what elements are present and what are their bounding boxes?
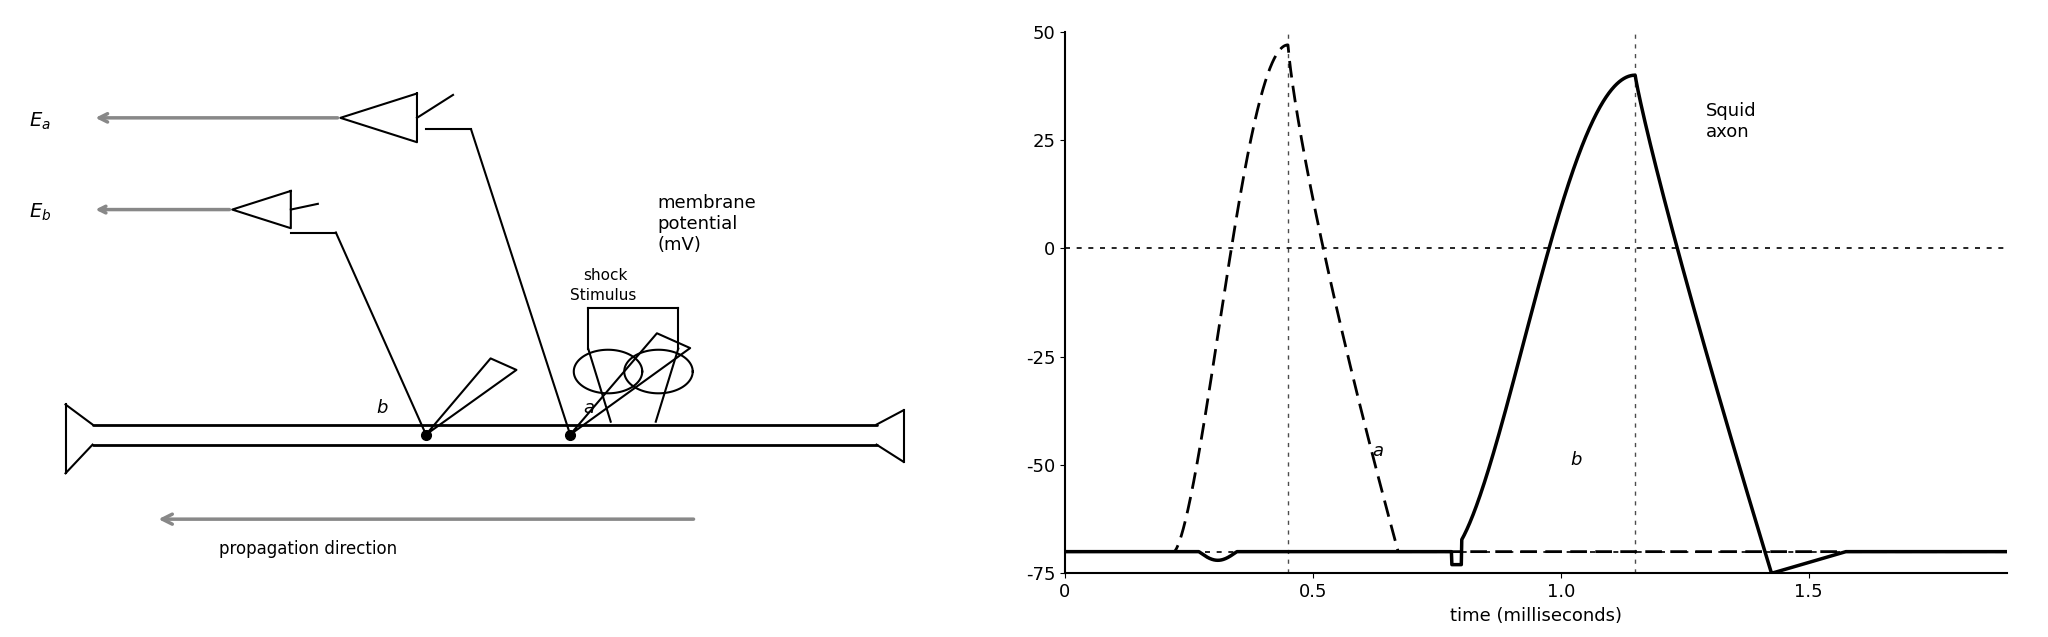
Text: a: a: [1372, 442, 1382, 461]
Text: Stimulus: Stimulus: [569, 288, 637, 303]
Text: $E_b$: $E_b$: [29, 202, 51, 224]
Text: a: a: [584, 399, 594, 417]
Text: b: b: [377, 399, 387, 417]
Text: Squid
axon: Squid axon: [1706, 102, 1757, 141]
Text: $E_a$: $E_a$: [29, 110, 51, 132]
X-axis label: time (milliseconds): time (milliseconds): [1450, 606, 1622, 624]
Text: shock: shock: [584, 268, 629, 283]
Text: b: b: [1571, 451, 1583, 469]
Text: propagation direction: propagation direction: [219, 540, 397, 557]
Text: membrane
potential
(mV): membrane potential (mV): [657, 194, 756, 254]
